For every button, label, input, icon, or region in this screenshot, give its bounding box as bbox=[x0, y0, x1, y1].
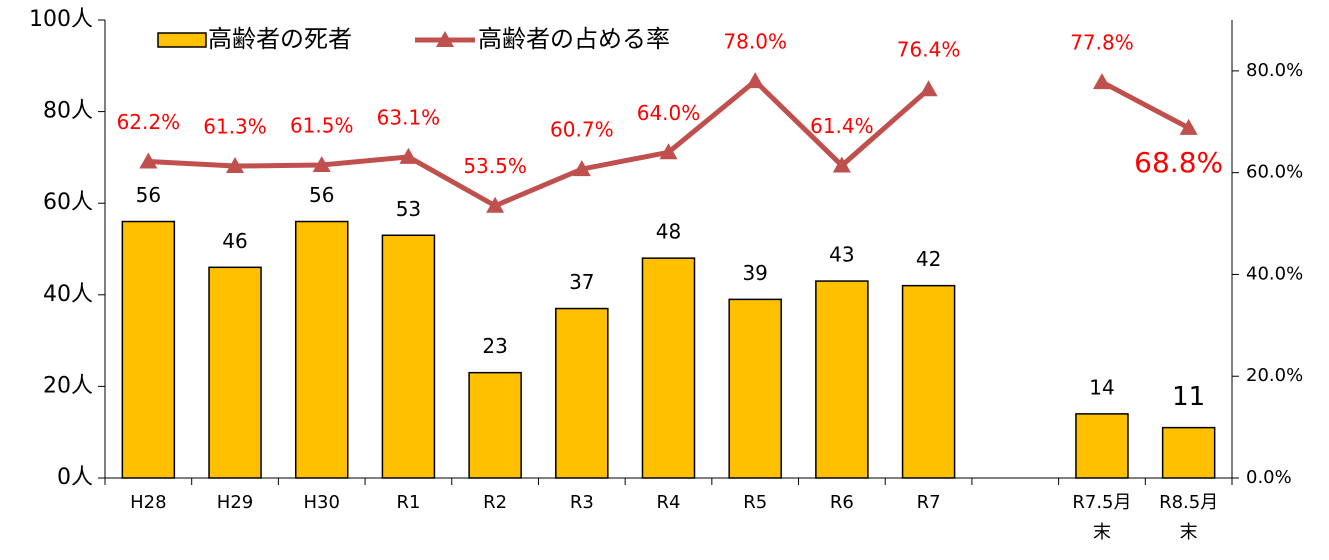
y-tick-label: 60人 bbox=[43, 190, 93, 215]
x-tick-label: R3 bbox=[569, 492, 594, 513]
line-value-label: 64.0% bbox=[637, 101, 701, 125]
y-tick-label: 20人 bbox=[43, 373, 93, 398]
line-value-label: 53.5% bbox=[463, 154, 527, 178]
line-marker bbox=[1179, 118, 1198, 135]
line-marker bbox=[746, 72, 765, 89]
line-marker bbox=[659, 143, 678, 160]
bar bbox=[121, 220, 176, 479]
line-marker bbox=[832, 156, 851, 173]
line-value-label: 62.2% bbox=[117, 110, 181, 134]
bar-value-label: 46 bbox=[222, 229, 247, 253]
bar bbox=[208, 266, 262, 479]
bar-value-label: 53 bbox=[396, 197, 421, 221]
x-tick-label: R7.5月末 bbox=[1072, 492, 1132, 543]
bar-value-label: 43 bbox=[829, 243, 854, 267]
bar-value-label: 14 bbox=[1089, 375, 1114, 399]
bar-value-label: 39 bbox=[742, 261, 767, 285]
bar-value-label: 42 bbox=[916, 247, 941, 271]
bar-value-label: 23 bbox=[482, 334, 507, 358]
bar bbox=[294, 220, 349, 479]
y-tick-label: 40人 bbox=[43, 282, 93, 307]
bar bbox=[901, 284, 956, 479]
line-marker bbox=[226, 157, 245, 174]
y2-tick-label: 80.0% bbox=[1246, 60, 1303, 81]
line-marker bbox=[1092, 73, 1111, 90]
line-marker bbox=[312, 156, 331, 173]
x-tick-label: R8.5月末 bbox=[1159, 492, 1219, 543]
bar bbox=[641, 257, 696, 479]
legend-label: 高齢者の占める率 bbox=[478, 25, 670, 53]
bar bbox=[728, 298, 782, 479]
legend-swatch bbox=[157, 32, 207, 48]
bar-value-label: 48 bbox=[656, 220, 681, 244]
line bbox=[1100, 79, 1190, 131]
bar bbox=[381, 234, 436, 479]
line-marker bbox=[572, 160, 591, 177]
x-tick-label: H29 bbox=[216, 492, 254, 513]
x-tick-label: R6 bbox=[829, 492, 854, 513]
line-value-label: 78.0% bbox=[723, 30, 787, 54]
legend-label: 高齢者の死者 bbox=[208, 25, 352, 53]
line-value-label: 61.5% bbox=[290, 114, 354, 138]
line-value-label: 76.4% bbox=[897, 38, 961, 62]
line-marker bbox=[919, 80, 938, 97]
x-tick-label: R1 bbox=[396, 492, 421, 513]
y-tick-label: 0人 bbox=[57, 465, 93, 490]
y-tick-label: 80人 bbox=[43, 99, 93, 124]
line-value-label: 61.3% bbox=[203, 115, 267, 139]
x-tick-label: R7 bbox=[916, 492, 941, 513]
y2-tick-label: 40.0% bbox=[1246, 263, 1303, 284]
line-value-label: 77.8% bbox=[1070, 31, 1134, 55]
line-marker bbox=[486, 196, 505, 213]
line-marker bbox=[399, 147, 418, 164]
line-marker bbox=[139, 152, 158, 169]
x-tick-label: H30 bbox=[303, 492, 340, 513]
bar bbox=[555, 307, 609, 479]
bar bbox=[468, 371, 522, 479]
bar bbox=[815, 280, 869, 479]
x-tick-label: R5 bbox=[743, 492, 768, 513]
line-value-label: 63.1% bbox=[377, 105, 441, 129]
bar-value-label: 37 bbox=[569, 270, 594, 294]
bar-value-label: 11 bbox=[1172, 382, 1205, 412]
x-tick-label: R4 bbox=[656, 492, 681, 513]
y2-tick-label: 0.0% bbox=[1246, 467, 1292, 488]
bar bbox=[1075, 413, 1129, 479]
y-tick-label: 100人 bbox=[29, 7, 93, 32]
legend-marker bbox=[436, 31, 454, 47]
y2-tick-label: 20.0% bbox=[1246, 365, 1303, 386]
line bbox=[148, 77, 931, 209]
line-value-label: 68.8% bbox=[1134, 146, 1223, 179]
bar-value-label: 56 bbox=[309, 183, 334, 207]
line-value-label: 60.7% bbox=[550, 118, 614, 142]
y2-tick-label: 60.0% bbox=[1246, 162, 1303, 183]
line-value-label: 61.4% bbox=[810, 114, 874, 138]
bar-value-label: 56 bbox=[136, 183, 161, 207]
x-tick-label: R2 bbox=[483, 492, 508, 513]
bar bbox=[1161, 426, 1216, 479]
x-tick-label: H28 bbox=[130, 492, 167, 513]
